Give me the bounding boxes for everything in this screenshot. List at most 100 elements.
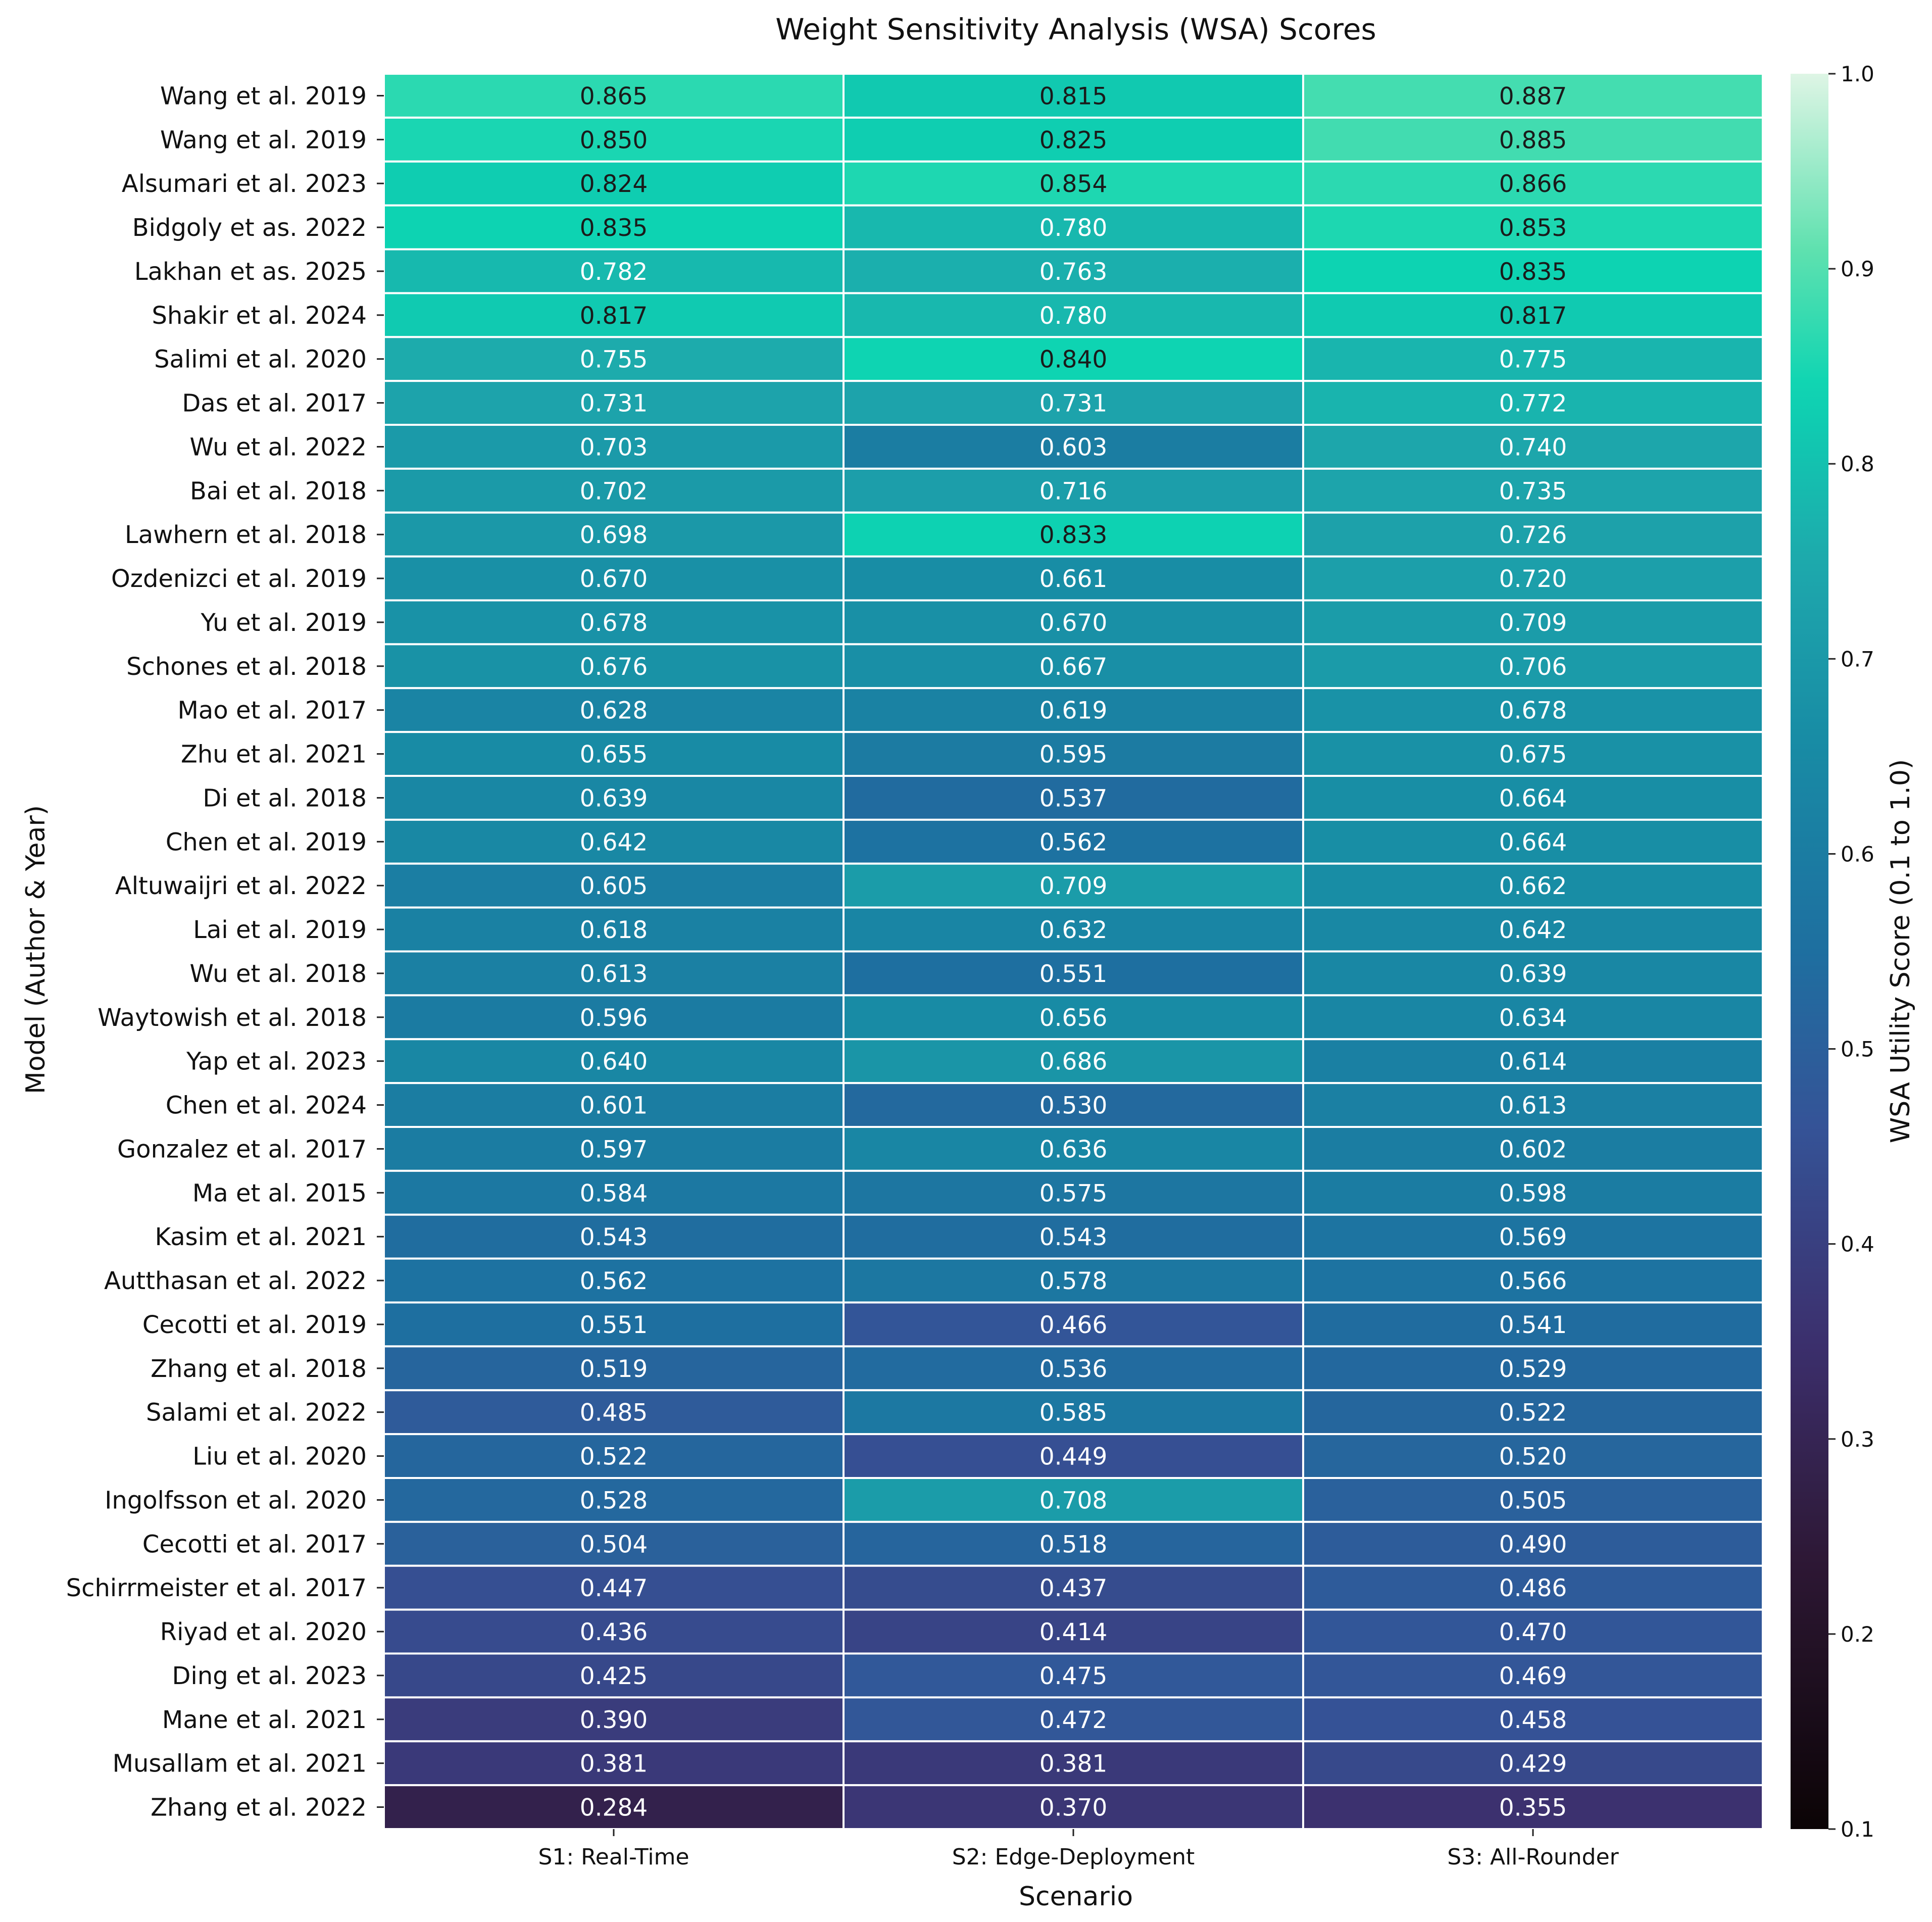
cell-value-label: 0.543 (580, 1223, 648, 1251)
cell-value-label: 0.529 (1499, 1355, 1567, 1383)
heatmap-cell (383, 380, 845, 426)
heatmap-cell (843, 1126, 1304, 1172)
heatmap-cells: 0.865 0.815 0.887 0.850 0.825 0.885 0.824 0.854… (383, 73, 1764, 1830)
cell-value-label: 0.675 (1499, 741, 1567, 769)
row-label: Riyad et al. 2020 (160, 1618, 367, 1646)
cell-value-label: 0.670 (1039, 609, 1108, 637)
heatmap-cell (1302, 1257, 1764, 1304)
heatmap-cell (843, 1477, 1304, 1523)
cell-value-label: 0.656 (1039, 1004, 1108, 1032)
cell-value-label: 0.575 (1039, 1179, 1108, 1207)
cell-value-label: 0.551 (1039, 960, 1108, 988)
row-label: Cecotti et al. 2017 (142, 1530, 367, 1558)
row-labels: Wang et al. 2019 Wang et al. 2019 Alsumari… (66, 82, 384, 1822)
cell-value-label: 0.466 (1039, 1311, 1108, 1339)
row-label: Di et al. 2018 (203, 784, 367, 812)
heatmap-cell (383, 994, 845, 1041)
heatmap-cell (383, 1213, 845, 1260)
cell-value-label: 0.634 (1499, 1004, 1567, 1032)
heatmap-cell (843, 775, 1304, 821)
heatmap-cell (1302, 1696, 1764, 1743)
heatmap-cell (383, 511, 845, 558)
heatmap-cell (843, 336, 1304, 382)
cell-value-label: 0.850 (580, 126, 648, 154)
cell-value-label: 0.706 (1499, 653, 1567, 681)
heatmap-cell (1302, 467, 1764, 514)
row-label: Lawhern et al. 2018 (125, 521, 367, 549)
row-label: Chen et al. 2024 (166, 1092, 367, 1120)
row-label: Ma et al. 2015 (192, 1179, 367, 1207)
cell-value-label: 0.490 (1499, 1531, 1567, 1558)
cell-value-label: 0.436 (580, 1618, 648, 1646)
cell-value-label: 0.605 (580, 872, 648, 900)
heatmap-cell (1302, 1082, 1764, 1128)
cell-value-label: 0.866 (1499, 170, 1567, 198)
cell-value-label: 0.825 (1039, 126, 1108, 154)
cell-value-label: 0.817 (1499, 302, 1567, 330)
cell-value-label: 0.661 (1039, 565, 1108, 593)
row-label: Wu et al. 2018 (190, 960, 367, 988)
row-label: Lakhan et as. 2025 (134, 258, 367, 286)
heatmap-cell (1302, 292, 1764, 338)
cell-value-label: 0.840 (1039, 346, 1108, 374)
cell-value-label: 0.664 (1499, 784, 1567, 812)
row-label: Cecotti et al. 2019 (142, 1311, 367, 1339)
cell-value-label: 0.833 (1039, 521, 1108, 549)
cell-value-label: 0.735 (1499, 477, 1567, 505)
cell-value-label: 0.740 (1499, 433, 1567, 461)
heatmap-cell (1302, 1213, 1764, 1260)
cell-value-label: 0.613 (1499, 1092, 1567, 1120)
heatmap-cell (843, 73, 1304, 119)
colorbar-tick-label: 0.6 (1841, 842, 1874, 866)
cell-value-label: 0.709 (1499, 609, 1567, 637)
row-label: Wu et al. 2022 (190, 433, 367, 461)
cell-value-label: 0.726 (1499, 521, 1567, 549)
cell-value-label: 0.519 (580, 1355, 648, 1383)
colorbar-tick-label: 0.8 (1841, 452, 1874, 476)
cell-value-label: 0.284 (580, 1794, 648, 1822)
cell-value-label: 0.541 (1499, 1311, 1567, 1339)
heatmap-cell (383, 1389, 845, 1436)
cell-value-label: 0.763 (1039, 258, 1108, 286)
row-label: Zhu et al. 2021 (181, 741, 367, 769)
heatmap-cell (1302, 204, 1764, 251)
heatmap-cell (843, 906, 1304, 953)
row-label: Shakir et al. 2024 (152, 302, 367, 330)
cell-value-label: 0.447 (580, 1574, 648, 1602)
cell-value-label: 0.782 (580, 258, 648, 286)
heatmap-cell (1302, 336, 1764, 382)
heatmap-cell (1302, 1169, 1764, 1216)
row-label: Yu et al. 2019 (200, 609, 367, 637)
column-label: S3: All-Rounder (1447, 1844, 1619, 1870)
heatmap-cell (1302, 380, 1764, 426)
row-label: Schirrmeister et al. 2017 (66, 1574, 367, 1602)
cell-value-label: 0.676 (580, 653, 648, 681)
heatmap-cell (1302, 1038, 1764, 1085)
heatmap-cell (1302, 1564, 1764, 1611)
cell-value-label: 0.853 (1499, 214, 1567, 242)
row-label: Alsumari et al. 2023 (122, 170, 367, 198)
cell-value-label: 0.709 (1039, 872, 1108, 900)
row-label: Waytowish et al. 2018 (97, 1004, 367, 1032)
cell-value-label: 0.585 (1039, 1399, 1108, 1427)
heatmap-cell (383, 204, 845, 251)
cell-value-label: 0.569 (1499, 1223, 1567, 1251)
cell-value-label: 0.437 (1039, 1574, 1108, 1602)
cell-value-label: 0.670 (580, 565, 648, 593)
heatmap-cell (383, 1784, 845, 1830)
heatmap-cell (1302, 731, 1764, 777)
cell-value-label: 0.698 (580, 521, 648, 549)
cell-value-label: 0.655 (580, 741, 648, 769)
cell-value-label: 0.664 (1499, 828, 1567, 856)
cell-value-label: 0.780 (1039, 302, 1108, 330)
cell-value-label: 0.551 (580, 1311, 648, 1339)
cell-value-label: 0.824 (580, 170, 648, 198)
column-label: S2: Edge-Deployment (952, 1844, 1195, 1870)
cell-value-label: 0.619 (1039, 697, 1108, 725)
cell-value-label: 0.720 (1499, 565, 1567, 593)
colorbar-tick-label: 0.5 (1841, 1037, 1874, 1062)
heatmap-cell (843, 1652, 1304, 1699)
row-label: Lai et al. 2019 (193, 916, 367, 944)
heatmap-cell (1302, 511, 1764, 558)
